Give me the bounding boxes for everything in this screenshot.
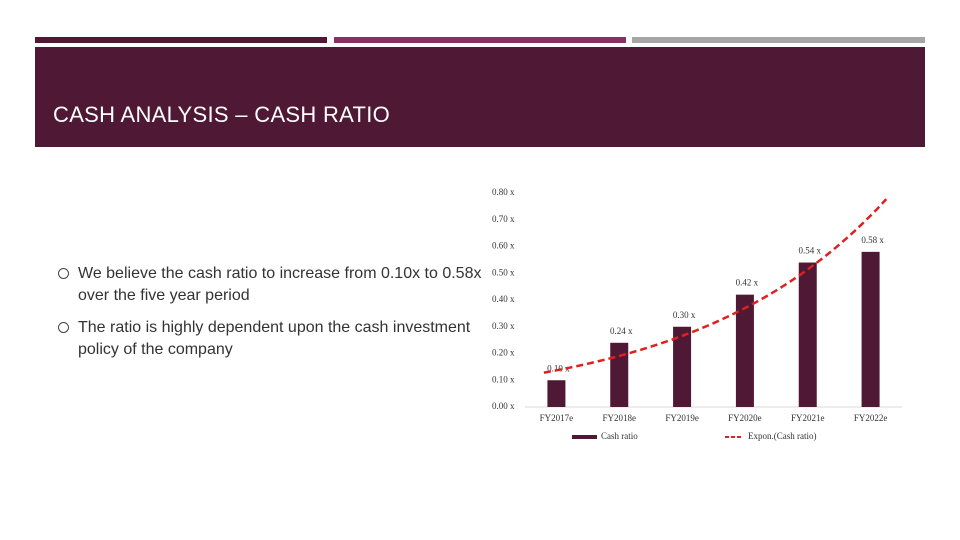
y-tick-label: 0.80 x	[492, 187, 515, 197]
x-tick-label: FY2017e	[540, 413, 574, 423]
legend-label: Cash ratio	[601, 431, 638, 441]
value-label: 0.54 x	[799, 246, 822, 256]
legend-label: Expon.(Cash ratio)	[748, 431, 816, 441]
x-tick-label: FY2019e	[665, 413, 699, 423]
x-tick-label: FY2021e	[791, 413, 825, 423]
accent-bar	[35, 37, 327, 43]
title-band: CASH ANALYSIS – CASH RATIO	[35, 47, 925, 147]
bar	[735, 294, 754, 407]
accent-bar	[334, 37, 626, 43]
bar	[798, 262, 817, 407]
value-label: 0.10 x	[547, 363, 570, 373]
accent-bar	[632, 37, 925, 43]
bar	[547, 380, 566, 407]
x-tick-label: FY2020e	[728, 413, 762, 423]
x-tick-label: FY2018e	[603, 413, 637, 423]
y-tick-label: 0.50 x	[492, 267, 515, 277]
value-label: 0.30 x	[673, 310, 696, 320]
y-tick-label: 0.70 x	[492, 214, 515, 224]
y-tick-label: 0.40 x	[492, 294, 515, 304]
y-tick-label: 0.30 x	[492, 321, 515, 331]
value-label: 0.58 x	[861, 235, 884, 245]
bar	[861, 251, 880, 407]
y-tick-label: 0.20 x	[492, 348, 515, 358]
bar	[673, 326, 692, 407]
trendline	[543, 198, 888, 374]
y-tick-label: 0.00 x	[492, 401, 515, 411]
chart: 0.00 x 0.10 x 0.20 x 0.30 x 0.40 x 0.50 x 0.60…	[492, 187, 902, 441]
x-tick-label: FY2022e	[854, 413, 888, 423]
bullet: We believe the cash ratio to increase fr…	[58, 263, 498, 307]
bar	[610, 342, 629, 407]
y-tick-label: 0.60 x	[492, 241, 515, 251]
bullet: The ratio is highly dependent upon the c…	[58, 317, 498, 361]
value-label: 0.24 x	[610, 326, 633, 336]
slide-title: CASH ANALYSIS – CASH RATIO	[53, 102, 391, 127]
y-tick-label: 0.10 x	[492, 374, 515, 384]
value-label: 0.42 x	[736, 278, 759, 288]
